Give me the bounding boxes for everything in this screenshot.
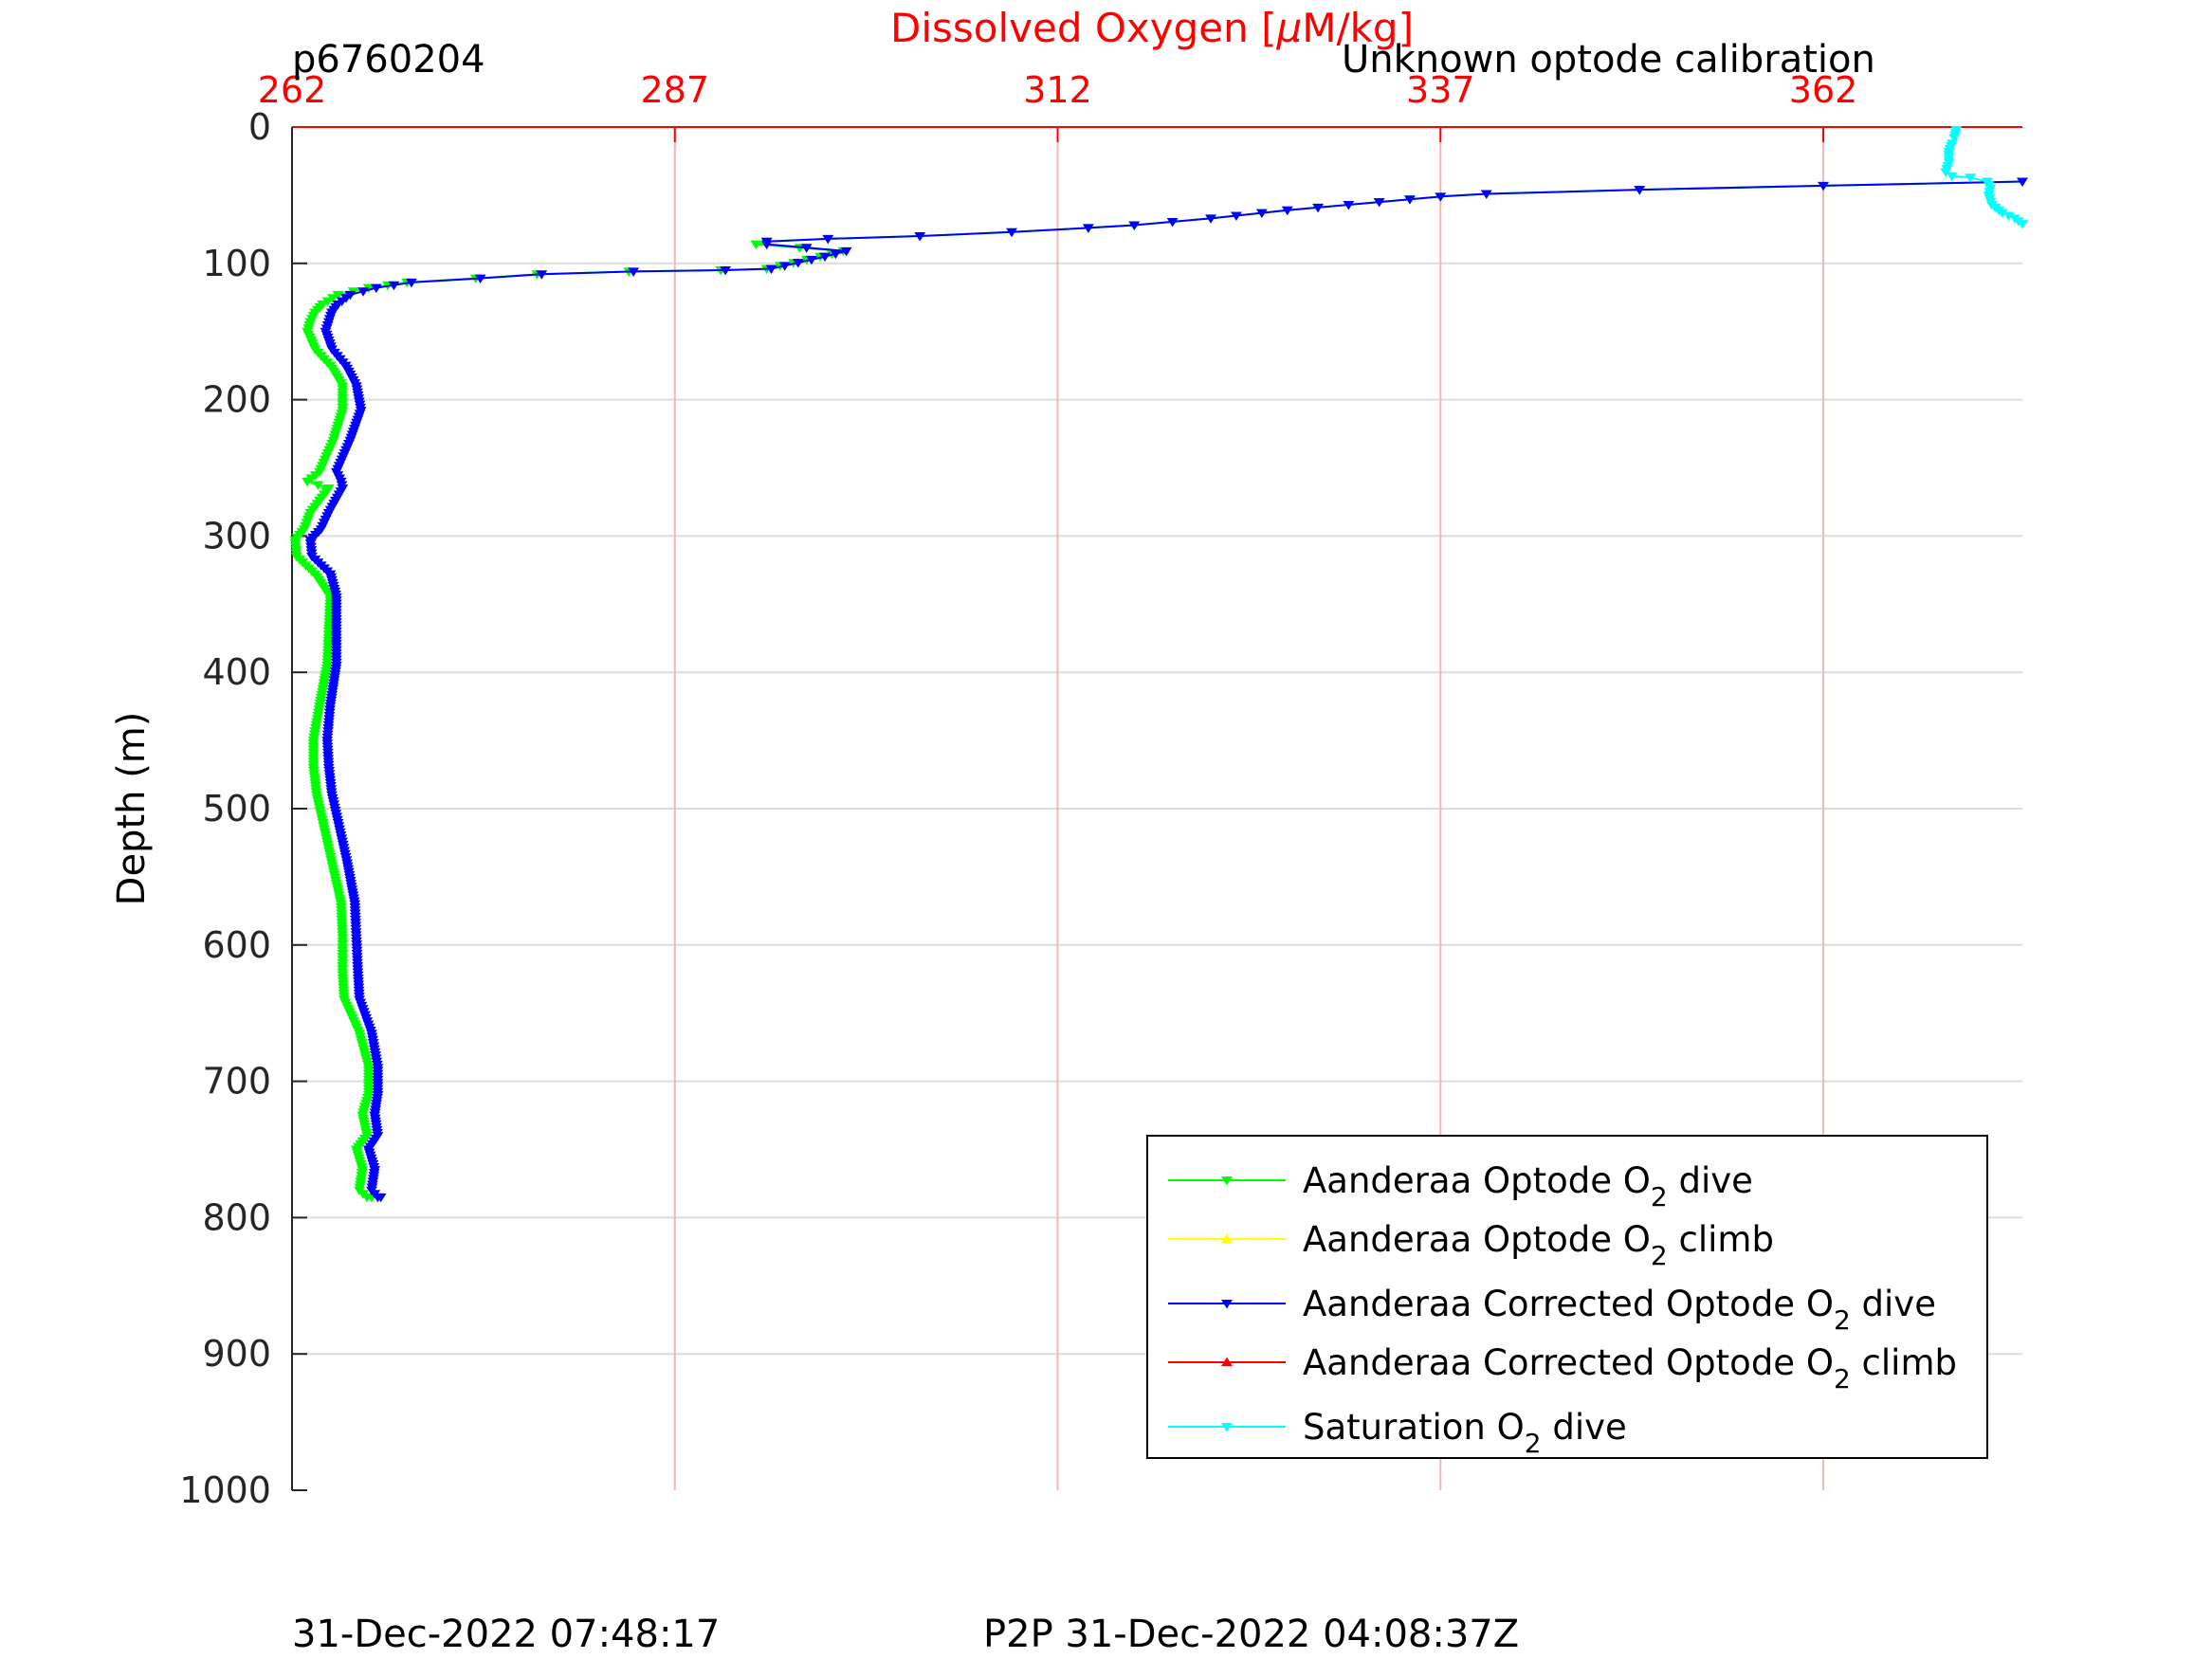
y-tick-label: 600	[202, 924, 271, 966]
data-point	[1255, 209, 1268, 219]
data-point	[1818, 181, 1829, 191]
legend-label: Aanderaa Optode O2 dive	[1303, 1160, 1753, 1212]
data-point	[1082, 224, 1094, 233]
legend-label: Aanderaa Corrected Optode O2 dive	[1303, 1284, 1936, 1336]
data-point	[1435, 192, 1447, 202]
data-point	[830, 249, 842, 260]
data-point	[1128, 221, 1141, 230]
data-point	[1006, 228, 1017, 238]
x-tick-label: 287	[640, 69, 709, 111]
legend-swatch-marker	[1221, 1357, 1233, 1366]
x-tick-label: 362	[1789, 69, 1858, 111]
calibration-note: Unknown optode calibration	[1342, 38, 1875, 82]
legend-item: Saturation O2 dive	[1168, 1407, 1627, 1459]
y-axis-label: Depth (m)	[110, 712, 154, 906]
data-point	[406, 278, 417, 288]
y-tick-label: 900	[202, 1333, 271, 1375]
legend-swatch-marker	[1221, 1423, 1233, 1432]
axes: 0 100 200 300 400 500 600 700 800 900 1000 262 287 31…	[179, 69, 2022, 1511]
data-point	[1404, 195, 1416, 205]
data-point	[1281, 206, 1293, 216]
data-point	[1343, 200, 1355, 210]
data-point	[1205, 214, 1216, 224]
x-axis-label: Dissolved Oxygen [μM/kg]	[890, 5, 1414, 51]
y-tick-label: 200	[202, 379, 271, 421]
series-aanderaa-corrected-optode-o2-dive	[304, 177, 2028, 1203]
y-tick-label: 300	[202, 515, 271, 556]
data-point	[370, 283, 382, 294]
y-tick-label: 700	[202, 1061, 271, 1103]
data-point	[388, 281, 400, 291]
legend-label: Saturation O2 dive	[1303, 1407, 1627, 1459]
data-point	[1480, 190, 1492, 199]
data-point	[1373, 198, 1385, 208]
data-point	[628, 267, 640, 277]
data-point	[720, 265, 731, 276]
data-point	[1965, 173, 1976, 183]
y-tick-label: 0	[248, 106, 271, 148]
legend-swatch-marker	[1221, 1233, 1233, 1243]
data-point	[2017, 177, 2028, 187]
legend: Aanderaa Optode O2 dive Aanderaa Optode O…	[1146, 1135, 1988, 1459]
legend-swatch-marker	[1221, 1176, 1233, 1186]
data-point	[312, 481, 324, 490]
legend-label: Aanderaa Optode O2 climb	[1303, 1219, 1774, 1271]
y-tick-label: 800	[202, 1196, 271, 1238]
glider-id-label: p6760204	[292, 38, 485, 82]
data-point	[1231, 211, 1242, 221]
x-tick-label: 312	[1023, 69, 1092, 111]
data-point	[760, 240, 773, 250]
data-point	[536, 270, 548, 280]
data-point	[1948, 134, 1961, 143]
x-tick-label: 262	[258, 69, 327, 111]
legend-item: Aanderaa Optode O2 dive	[1168, 1160, 1753, 1212]
data-point	[765, 264, 777, 274]
data-point	[800, 244, 813, 253]
data-point	[840, 246, 852, 257]
data-point	[2017, 220, 2028, 229]
legend-item: Aanderaa Corrected Optode O2 climb	[1168, 1342, 1957, 1395]
data-point	[357, 287, 370, 297]
legend-swatch-marker	[1221, 1300, 1233, 1309]
legend-label: Aanderaa Corrected Optode O2 climb	[1303, 1342, 1957, 1395]
legend-item: Aanderaa Corrected Optode O2 dive	[1168, 1284, 1936, 1336]
grid-lines	[292, 127, 2022, 1490]
data-point	[1946, 172, 1958, 182]
data-point	[1634, 186, 1646, 195]
legend-item: Aanderaa Optode O2 climb	[1168, 1219, 1774, 1271]
y-tick-label: 500	[202, 788, 271, 830]
data-point	[474, 274, 486, 284]
series-saturation-o2-dive	[1940, 125, 2028, 229]
data-point	[1166, 217, 1179, 228]
data-series	[289, 125, 2028, 1203]
y-tick-label: 400	[202, 651, 271, 693]
legend-box	[1146, 1135, 1988, 1459]
data-point	[819, 252, 831, 263]
data-point	[302, 477, 314, 487]
footer-timestamp: 31-Dec-2022 07:48:17	[292, 1613, 720, 1656]
data-point	[750, 240, 762, 250]
x-tick-label: 337	[1406, 69, 1475, 111]
data-point	[914, 232, 926, 242]
data-point	[1312, 203, 1324, 213]
y-tick-label: 1000	[179, 1469, 271, 1511]
footer-p2p-timestamp: P2P 31-Dec-2022 04:08:37Z	[983, 1613, 1519, 1656]
data-point	[822, 234, 834, 245]
y-tick-label: 100	[202, 243, 271, 284]
data-point	[375, 1193, 387, 1203]
data-point	[792, 259, 804, 268]
data-point	[806, 255, 817, 265]
data-point	[778, 262, 791, 271]
